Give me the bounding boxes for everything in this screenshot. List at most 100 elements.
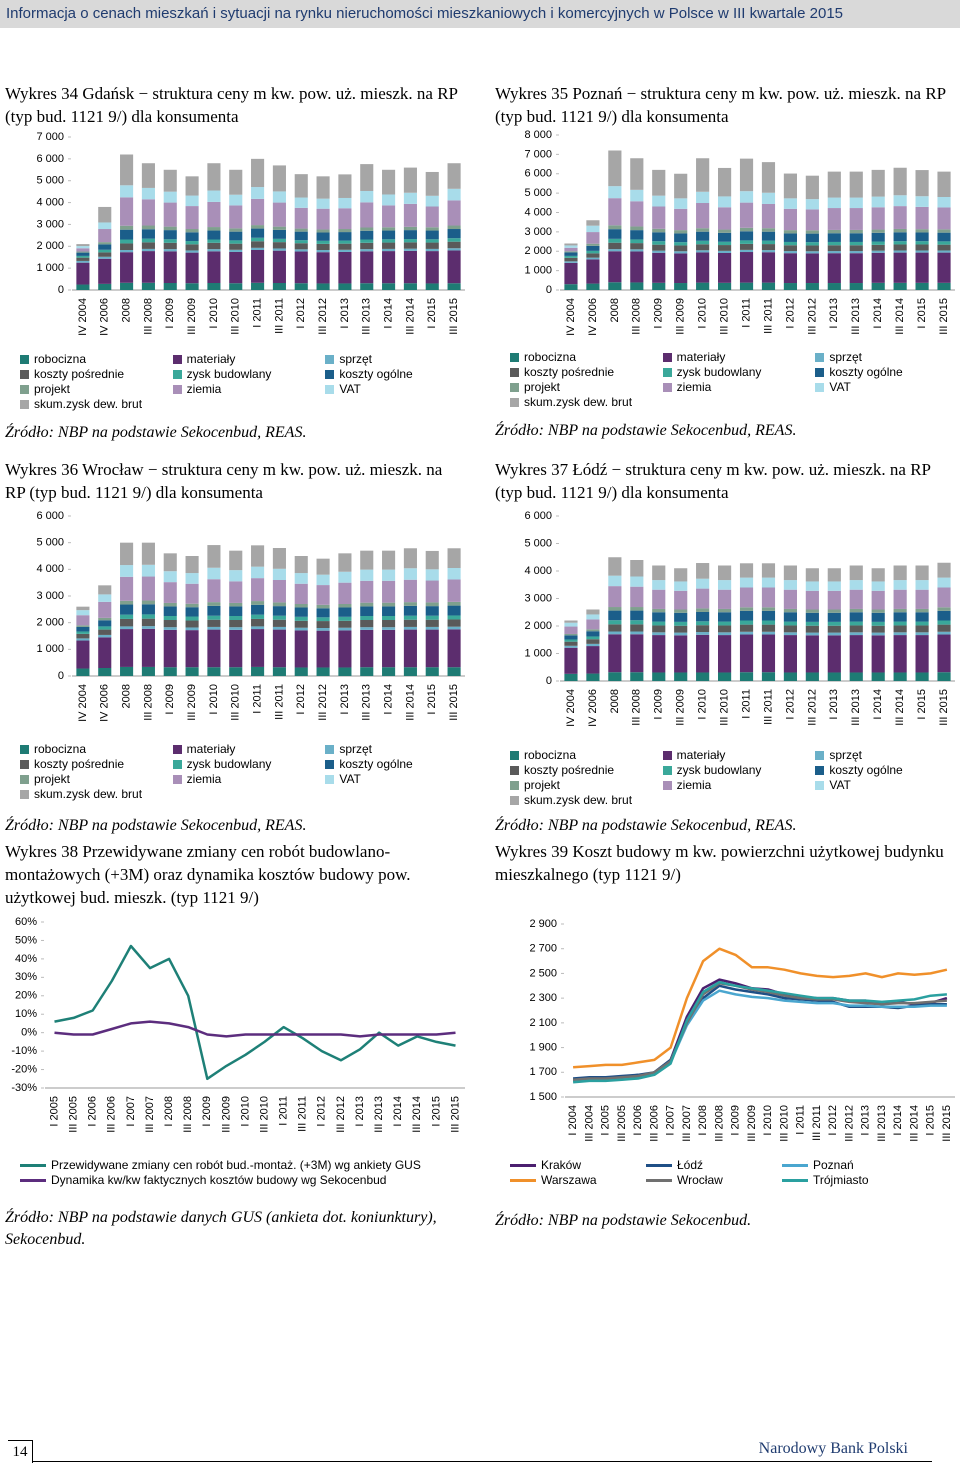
bar-segment (586, 646, 600, 674)
bar-segment (316, 574, 330, 586)
bar-segment (849, 171, 863, 198)
bar-segment (827, 625, 841, 633)
x-tick-label: I 2010 (762, 1105, 774, 1136)
bar-segment (827, 609, 841, 613)
legend-item: VAT (325, 382, 470, 396)
bar-segment (229, 616, 243, 620)
y-tick-label: 2 300 (529, 992, 557, 1004)
legend-swatch (510, 382, 519, 392)
bar-segment (207, 201, 221, 228)
bar-segment (739, 240, 754, 244)
bar-segment (120, 629, 134, 667)
bar-segment (871, 282, 885, 290)
bar-segment (185, 250, 199, 253)
y-tick-label: 5 000 (36, 175, 64, 187)
bar-segment (783, 635, 797, 673)
bar-segment (783, 612, 797, 622)
bar-segment (652, 580, 666, 590)
bar-segment (893, 625, 907, 633)
y-tick-label: 60% (15, 916, 37, 928)
legend-item: koszty pośrednie (20, 757, 165, 771)
y-tick-label: 1 000 (36, 262, 64, 274)
bar-segment (251, 601, 265, 605)
x-tick-label: 2008 (609, 689, 621, 713)
bar-segment (849, 253, 863, 284)
legend-item: ziemia (662, 778, 808, 792)
x-tick-label: I 2010 (697, 689, 709, 720)
bar-segment (608, 229, 622, 239)
bar-segment (564, 635, 578, 640)
bar-segment (294, 630, 308, 668)
bar-segment (718, 580, 732, 590)
bar-segment (447, 225, 461, 230)
legend-label: VAT (339, 772, 361, 786)
x-tick-label: III 2011 (762, 298, 774, 334)
x-tick-label: III 2009 (746, 1105, 758, 1142)
legend-swatch (662, 382, 672, 392)
bar-segment (827, 590, 841, 610)
legend-item: zysk budowlany (172, 757, 318, 771)
bar-segment (564, 247, 578, 252)
bar-segment (849, 245, 863, 252)
bar-segment (761, 162, 776, 193)
bar-segment (251, 566, 265, 579)
legend-label: Przewidywane zmiany cen robót bud.-monta… (51, 1158, 421, 1172)
bar-segment (98, 283, 112, 290)
legend-label: ziemia (676, 380, 712, 394)
legend-item: ziemia (172, 382, 318, 396)
bar-segment (652, 621, 666, 626)
legend-label: zysk budowlany (676, 365, 762, 379)
bar-segment (229, 240, 243, 244)
bar-segment (338, 627, 352, 631)
x-tick-label: III 2008 (142, 684, 154, 721)
bar-segment (425, 619, 439, 627)
bar-segment (915, 635, 929, 673)
bar-segment (761, 672, 776, 681)
bar-segment (360, 283, 374, 290)
bar-segment (783, 245, 797, 252)
bar-segment (937, 562, 951, 578)
x-tick-label: III 2006 (106, 1096, 118, 1133)
bar-segment (360, 249, 374, 252)
y-tick-label: 4 000 (524, 206, 552, 218)
legend-swatch (510, 795, 519, 805)
bar-segment (382, 248, 396, 252)
bar-segment (783, 589, 797, 609)
y-tick-label: 3 000 (524, 226, 552, 238)
bar-segment (294, 283, 308, 290)
bar-segment (761, 228, 776, 232)
bar-segment (294, 616, 308, 621)
bar-segment (360, 242, 374, 250)
legend-item: koszty ogólne (815, 365, 960, 379)
bar-segment (98, 620, 112, 627)
bar-segment (893, 621, 907, 626)
legend-swatch (20, 384, 29, 394)
x-tick-label: 2008 (120, 684, 132, 708)
legend-item: sprzęt (325, 742, 470, 756)
x-tick-label: I 2015 (925, 1105, 937, 1136)
bar-segment (608, 242, 622, 250)
legend-swatch (20, 1163, 46, 1167)
bar-segment (586, 259, 600, 284)
bar-segment (76, 610, 90, 616)
legend-swatch (20, 789, 29, 799)
y-tick-label: 1 000 (524, 265, 552, 277)
bar-segment (893, 167, 907, 196)
bar-segment (586, 225, 600, 233)
bar-segment (229, 251, 243, 284)
legend-swatch (510, 352, 519, 362)
bar-segment (163, 553, 177, 572)
bar-segment (120, 197, 134, 226)
bar-segment (163, 169, 177, 192)
x-tick-label: III 2011 (811, 1105, 823, 1141)
x-tick-label: I 2011 (251, 684, 263, 714)
x-tick-label: III 2007 (144, 1096, 156, 1133)
bar-segment (98, 637, 112, 668)
bar-segment (783, 208, 797, 231)
bar-segment (739, 282, 754, 290)
legend-swatch (172, 354, 182, 364)
x-tick-label: I 2015 (426, 298, 438, 329)
bar-segment (586, 220, 600, 226)
bar-segment (674, 672, 688, 681)
